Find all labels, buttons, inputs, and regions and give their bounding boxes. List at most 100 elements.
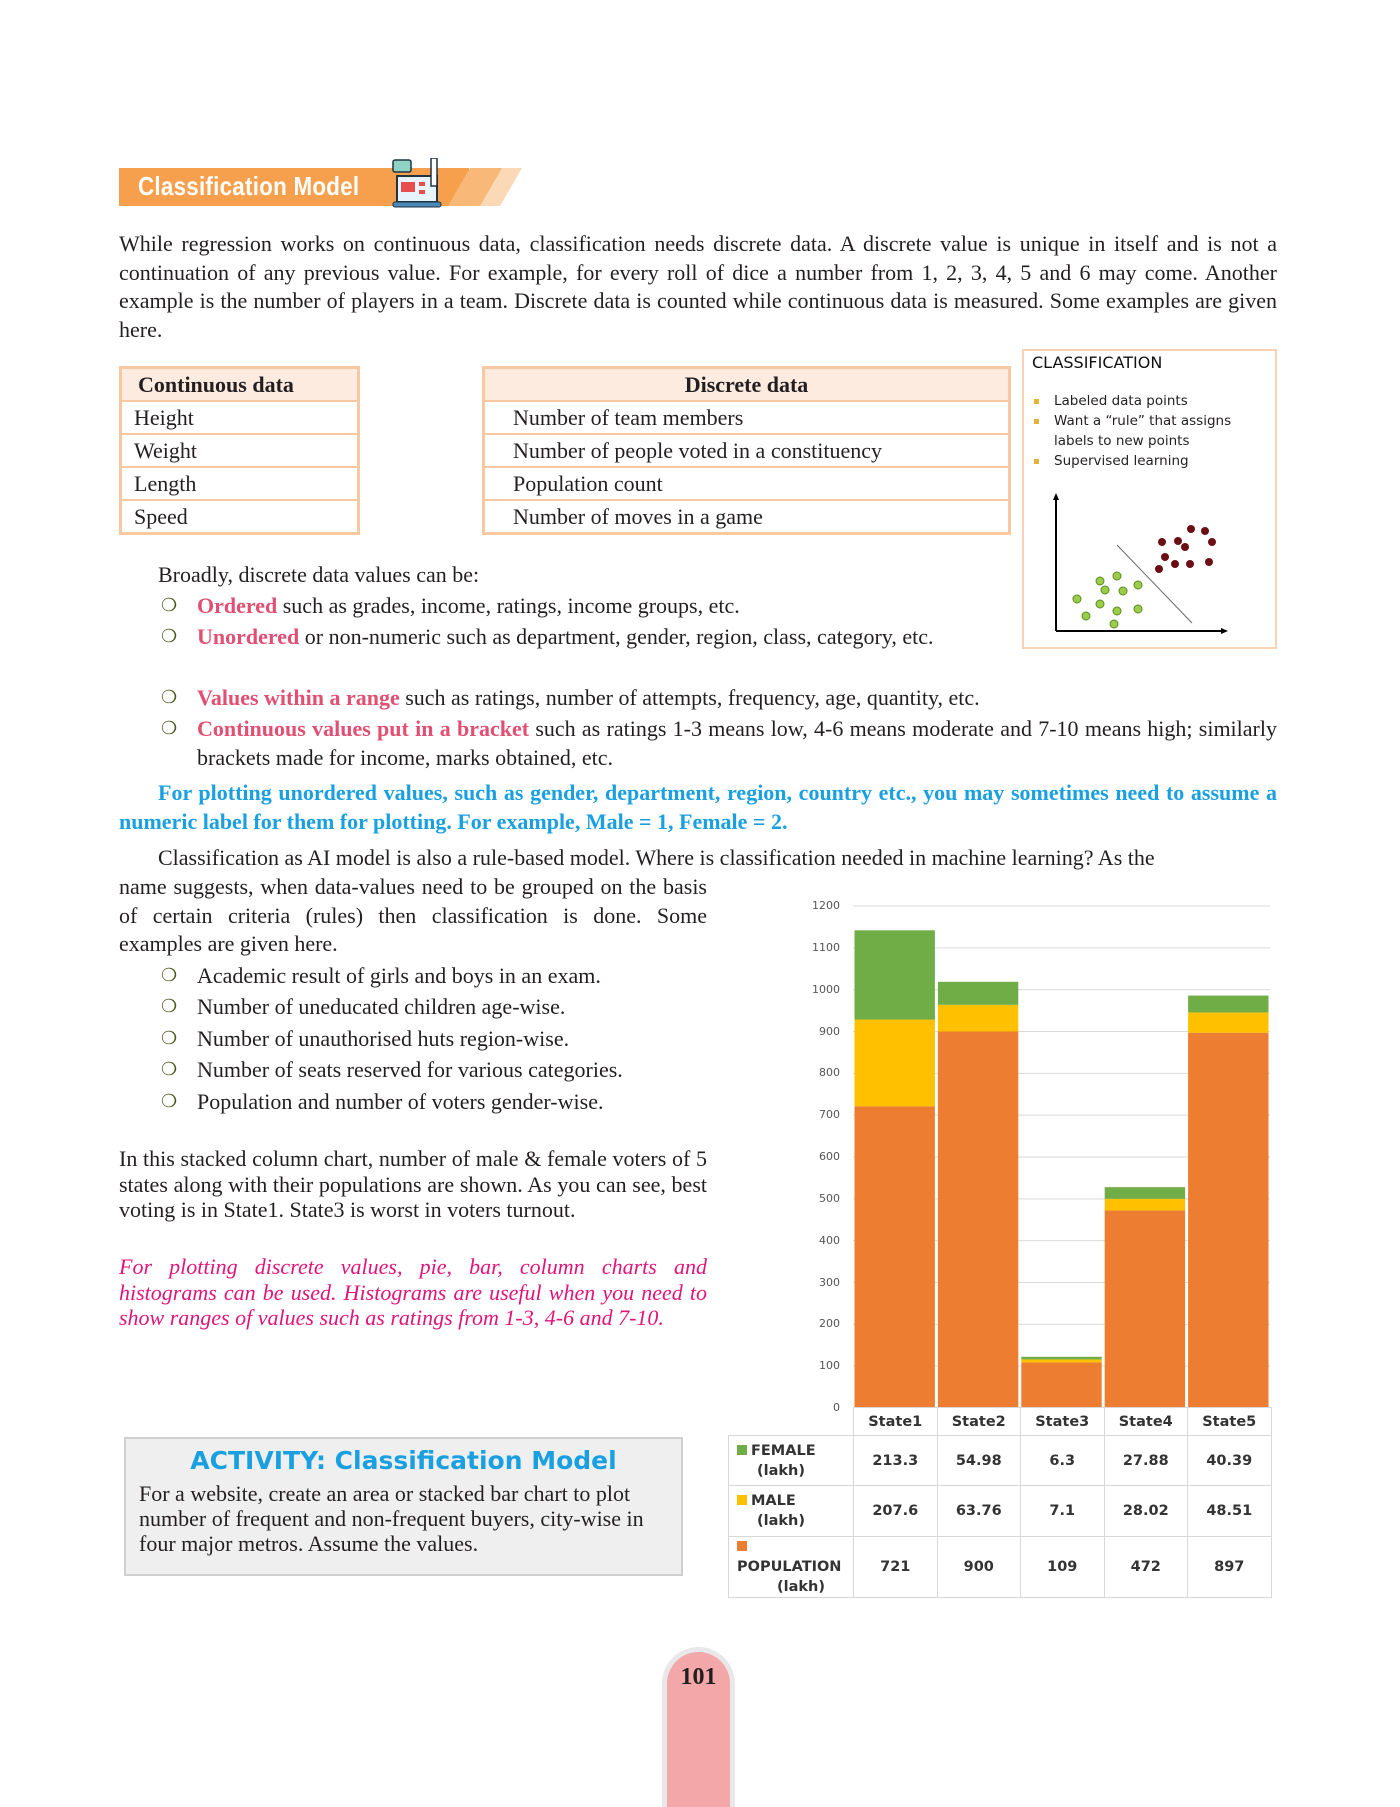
- data-cell: 207.6: [853, 1485, 938, 1537]
- activity-box: ACTIVITY: Classification Model For a web…: [124, 1437, 683, 1576]
- table-cell: Length: [121, 467, 358, 500]
- y-tick-label: 1000: [812, 982, 840, 996]
- table-cell: Population count: [484, 467, 1009, 500]
- broadly-text: Broadly, discrete data values can be:: [158, 562, 480, 587]
- page-number-tab: 101: [662, 1647, 735, 1807]
- data-cell: 472: [1103, 1536, 1188, 1598]
- category-label: State4: [1103, 1407, 1188, 1436]
- y-tick-label: 900: [819, 1024, 840, 1038]
- item-text: or non-numeric such as department, gende…: [299, 624, 934, 649]
- legend-population: POPULATION (lakh): [728, 1536, 854, 1598]
- chart-data-table: State1 State2 State3 State4 State5 FEMAL…: [728, 1407, 1272, 1598]
- legend-swatch: [737, 1495, 747, 1505]
- figure-bullet: Want a “rule” that assigns labels to new…: [1032, 411, 1275, 451]
- y-tick-label: 300: [819, 1275, 840, 1289]
- legend-swatch: [737, 1541, 747, 1551]
- table-cell: Weight: [121, 434, 358, 467]
- bullet-icon: ❍: [161, 996, 178, 1017]
- activity-text: For a website, create an area or stacked…: [139, 1481, 644, 1556]
- y-tick-label: 500: [819, 1191, 840, 1205]
- y-tick-label: 200: [819, 1317, 840, 1331]
- activity-title: ACTIVITY: Classification Model: [190, 1446, 617, 1475]
- item-text: such as grades, income, ratings, income …: [277, 593, 740, 618]
- y-tick-label: 400: [819, 1233, 840, 1247]
- list-item: ❍ Number of uneducated children age-wise.: [161, 993, 566, 1022]
- y-tick-label: 700: [819, 1108, 840, 1122]
- list-item: ❍ Unordered or non-numeric such as depart…: [161, 623, 1012, 652]
- list-item: ❍ Population and number of voters gender-…: [161, 1088, 604, 1117]
- category-label: State1: [853, 1407, 938, 1436]
- table-cell: Height: [121, 401, 358, 434]
- bar-female-state2: [937, 981, 1019, 1005]
- data-cell: 63.76: [936, 1485, 1021, 1537]
- bar-population-state4: [1104, 1210, 1186, 1408]
- legend-label: MALE: [751, 1493, 796, 1509]
- bar-population-state3: [1021, 1362, 1102, 1408]
- data-cell: 721: [853, 1536, 938, 1598]
- figure-bullet: Labeled data points: [1032, 391, 1275, 411]
- data-cell: 900: [936, 1536, 1021, 1598]
- section-title: Classification Model: [138, 171, 360, 201]
- item-text: such as ratings, number of attempts, fre…: [399, 685, 980, 710]
- figure-title: CLASSIFICATION: [1032, 353, 1163, 372]
- bullet-icon: ❍: [161, 965, 178, 986]
- y-tick-label: 1100: [812, 940, 840, 954]
- category-label: State3: [1020, 1407, 1105, 1436]
- y-tick-label: 0: [833, 1401, 840, 1414]
- category-label: State5: [1187, 1407, 1272, 1436]
- section-banner: Classification Model: [119, 158, 522, 208]
- item-text: Number of uneducated children age-wise.: [197, 994, 566, 1019]
- y-tick-label: 600: [819, 1150, 840, 1163]
- list-item: ❍ Ordered such as grades, income, ratings…: [161, 592, 1007, 621]
- legend-unit: (lakh): [777, 1579, 825, 1595]
- data-cell: 27.88: [1103, 1435, 1188, 1486]
- term: Continuous values put in a bracket: [197, 716, 530, 741]
- bar-population-state2: [937, 1031, 1019, 1408]
- bullet-icon: ❍: [161, 595, 178, 616]
- scatter-illustration: [1053, 493, 1228, 634]
- term: Unordered: [197, 624, 300, 649]
- list-item: ❍ Number of seats reserved for various ca…: [161, 1056, 623, 1085]
- figure-bullet: Supervised learning: [1032, 451, 1275, 471]
- bullet-icon: ❍: [161, 718, 178, 739]
- y-tick-label: 1200: [812, 899, 840, 912]
- item-text: Number of unauthorised huts region-wise.: [197, 1026, 570, 1051]
- y-tick-label: 100: [819, 1359, 840, 1373]
- list-item: ❍ Continuous values put in a bracket such…: [161, 715, 1277, 772]
- legend-label: FEMALE: [751, 1442, 816, 1459]
- page-number: 101: [680, 1664, 717, 1690]
- bar-female-state5: [1188, 995, 1269, 1013]
- item-text: Academic result of girls and boys in an …: [197, 963, 601, 988]
- discrete-data-table: Discrete data Number of team members Num…: [482, 366, 1011, 535]
- data-cell: 109: [1020, 1536, 1105, 1598]
- category-label: State2: [936, 1407, 1021, 1436]
- bullet-icon: ❍: [161, 626, 178, 647]
- bullet-icon: ❍: [161, 1028, 178, 1049]
- table-header: Continuous data: [121, 368, 358, 401]
- data-cell: 897: [1187, 1536, 1272, 1598]
- bullet-icon: ❍: [161, 687, 178, 708]
- legend-label: POPULATION: [737, 1559, 842, 1575]
- bullet-icon: ❍: [161, 1091, 178, 1112]
- item-text: Population and number of voters gender-w…: [197, 1089, 604, 1114]
- classification-figure: CLASSIFICATION Labeled data points Want …: [1022, 349, 1277, 649]
- list-item: ❍ Number of unauthorised huts region-wise…: [161, 1025, 570, 1054]
- item-text: Number of seats reserved for various cat…: [197, 1057, 623, 1082]
- table-cell: Number of moves in a game: [484, 500, 1009, 533]
- term: Values within a range: [197, 685, 400, 710]
- data-cell: 28.02: [1103, 1485, 1188, 1537]
- bar-population-state1: [854, 1106, 935, 1408]
- table-cell: Number of team members: [484, 401, 1009, 434]
- classification-paragraph: name suggests, when data-values need to …: [119, 874, 707, 957]
- chart-description: In this stacked column chart, number of …: [119, 1146, 707, 1222]
- bar-male-state5: [1188, 1012, 1269, 1033]
- data-cell: 40.39: [1187, 1435, 1272, 1486]
- bar-female-state1: [854, 930, 935, 1020]
- unordered-note: For plotting unordered values, such as g…: [119, 780, 1277, 834]
- plotting-note: For plotting discrete values, pie, bar, …: [119, 1254, 707, 1330]
- legend-unit: (lakh): [757, 1513, 805, 1529]
- data-cell: 48.51: [1187, 1485, 1272, 1537]
- bar-male-state1: [854, 1019, 935, 1107]
- term: Ordered: [197, 593, 278, 618]
- bullet-icon: ❍: [161, 1059, 178, 1080]
